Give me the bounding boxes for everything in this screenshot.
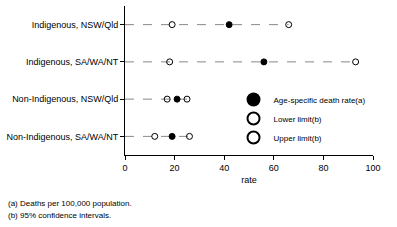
svg-text:Upper limit(b): Upper limit(b) <box>274 134 322 143</box>
svg-text:rate: rate <box>241 175 257 185</box>
svg-text:40: 40 <box>219 163 229 173</box>
svg-text:Lower limit(b): Lower limit(b) <box>274 115 322 124</box>
svg-text:Non-Indigenous, NSW/Qld: Non-Indigenous, NSW/Qld <box>12 94 118 104</box>
svg-text:(b) 95% confidence intervals.: (b) 95% confidence intervals. <box>8 211 111 220</box>
svg-text:60: 60 <box>269 163 279 173</box>
svg-text:100: 100 <box>365 163 380 173</box>
svg-text:Indigenous, SA/WA/NT: Indigenous, SA/WA/NT <box>26 57 119 67</box>
svg-text:0: 0 <box>122 163 127 173</box>
svg-text:(a) Deaths per 100,000 populat: (a) Deaths per 100,000 population. <box>8 199 132 208</box>
svg-text:Age-specific death rate(a): Age-specific death rate(a) <box>274 96 366 105</box>
svg-text:80: 80 <box>318 163 328 173</box>
svg-text:20: 20 <box>170 163 180 173</box>
svg-text:Non-Indigenous, SA/WA/NT: Non-Indigenous, SA/WA/NT <box>6 132 118 142</box>
svg-text:Indigenous, NSW/Qld: Indigenous, NSW/Qld <box>32 20 119 30</box>
